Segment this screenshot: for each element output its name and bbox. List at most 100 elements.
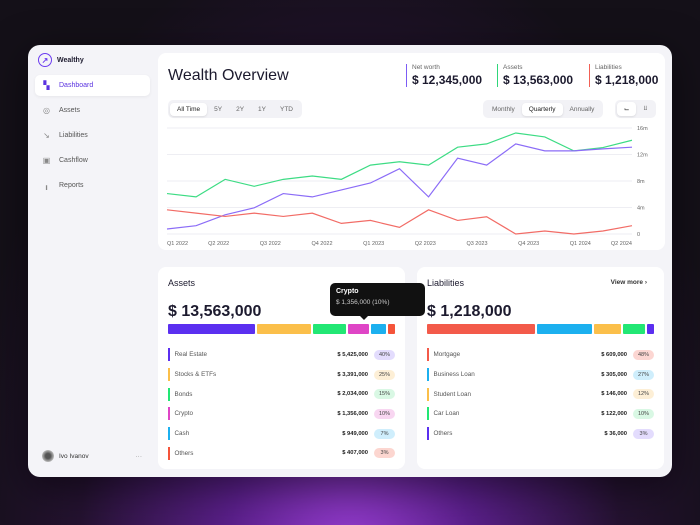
list-item-stocks-etfs[interactable]: Stocks & ETFs $ 3,391,000 25% bbox=[168, 365, 395, 385]
line-chart-icon[interactable]: ⌙ bbox=[617, 102, 637, 116]
range-2y[interactable]: 2Y bbox=[236, 105, 245, 113]
list-item-car-loan[interactable]: Car Loan $ 122,000 10% bbox=[427, 404, 654, 424]
item-label: Real Estate bbox=[174, 351, 208, 359]
bar-segment-bonds[interactable] bbox=[313, 324, 346, 334]
stat-assets: Assets $ 13,563,000 bbox=[497, 64, 573, 87]
item-amount: $ 122,000 bbox=[601, 410, 627, 417]
sidebar-item-label: Cashflow bbox=[59, 157, 88, 164]
item-label: Mortgage bbox=[433, 351, 461, 359]
x-tick-label: Q3 2023 bbox=[466, 241, 487, 247]
user-name: Ivo Ivanov bbox=[59, 452, 89, 460]
list-item-business-loan[interactable]: Business Loan $ 305,000 27% bbox=[427, 365, 654, 385]
logo[interactable]: ↗ Wealthy bbox=[38, 53, 84, 67]
bar-segment-others[interactable] bbox=[388, 324, 395, 334]
stat-net-worth: Net worth $ 12,345,000 bbox=[406, 64, 482, 87]
bar-segment-student-loan[interactable] bbox=[593, 324, 621, 334]
bar-segment-stocks-etfs[interactable] bbox=[256, 324, 312, 334]
x-tick-label: Q2 2024 bbox=[611, 241, 632, 247]
x-tick-label: Q4 2023 bbox=[518, 241, 539, 247]
stat-value: $ 1,218,000 bbox=[595, 73, 659, 87]
sidebar-item-liabilities[interactable]: ↘ Liabilities bbox=[35, 125, 150, 146]
user-profile[interactable]: Ivo Ivanov ··· bbox=[42, 450, 142, 462]
list-item-mortgage[interactable]: Mortgage $ 609,000 48% bbox=[427, 345, 654, 365]
color-marker bbox=[168, 368, 170, 382]
bar-segment-business-loan[interactable] bbox=[537, 324, 592, 334]
more-icon[interactable]: ··· bbox=[135, 452, 143, 460]
bar-segment-cash[interactable] bbox=[371, 324, 387, 334]
color-marker bbox=[427, 348, 429, 362]
bar-segment-others[interactable] bbox=[647, 324, 654, 334]
item-label: Stocks & ETFs bbox=[174, 371, 217, 379]
item-percent-badge: 3% bbox=[374, 448, 395, 459]
range-ytd[interactable]: YTD bbox=[279, 105, 293, 113]
assets-title: Assets bbox=[168, 278, 196, 288]
item-percent-badge: 7% bbox=[374, 428, 395, 439]
color-marker bbox=[168, 348, 170, 362]
period-monthly[interactable]: Monthly bbox=[492, 105, 515, 113]
crypto-tooltip: Crypto $ 1,356,000 (10%) bbox=[330, 283, 425, 320]
tooltip-title: Crypto bbox=[336, 288, 359, 295]
range-selector: All Time 5Y 2Y 1Y YTD bbox=[168, 100, 302, 118]
stat-label: Assets bbox=[503, 64, 523, 71]
globe-icon: ◎ bbox=[43, 106, 50, 115]
item-percent-badge: 12% bbox=[633, 389, 654, 400]
x-tick-label: Q2 2023 bbox=[415, 241, 436, 247]
series-line-assets[interactable] bbox=[166, 132, 633, 198]
color-marker bbox=[168, 407, 170, 421]
trend-up-icon: ↗ bbox=[38, 53, 52, 67]
period-selector: Monthly Quarterly Annually bbox=[483, 100, 604, 118]
sidebar-item-label: Dashboard bbox=[59, 82, 94, 89]
list-item-others[interactable]: Others $ 36,000 3% bbox=[427, 424, 654, 444]
x-tick-label: Q2 2022 bbox=[208, 241, 229, 247]
range-1y[interactable]: 1Y bbox=[258, 105, 266, 113]
range-all-time[interactable]: All Time bbox=[170, 102, 208, 116]
liabilities-breakdown-bar bbox=[427, 324, 654, 334]
bar-segment-crypto[interactable] bbox=[347, 324, 370, 334]
item-amount: $ 949,000 bbox=[342, 430, 368, 437]
color-marker bbox=[427, 387, 429, 401]
item-label: Crypto bbox=[174, 410, 194, 418]
item-amount: $ 305,000 bbox=[601, 371, 627, 378]
range-5y[interactable]: 5Y bbox=[214, 105, 223, 113]
dashboard-icon: ▚ bbox=[43, 81, 50, 90]
wealth-line-chart: 16m 12m 8m 4m 0 Q1 2022 Q2 2022 Q3 2022 Q4 2022 Q… bbox=[166, 126, 648, 247]
color-marker bbox=[168, 427, 170, 441]
avatar bbox=[42, 450, 54, 462]
y-tick-label: 12m bbox=[637, 153, 648, 159]
list-item-others[interactable]: Others $ 407,000 3% bbox=[168, 443, 395, 463]
bar-segment-mortgage[interactable] bbox=[427, 324, 536, 334]
sidebar-item-dashboard[interactable]: ▚ Dashboard bbox=[35, 75, 150, 96]
item-percent-badge: 15% bbox=[374, 389, 395, 400]
stat-label: Liabilities bbox=[595, 64, 622, 71]
bar-segment-car-loan[interactable] bbox=[622, 324, 646, 334]
liabilities-card: Liabilities View more › $ 1,218,000 Mort… bbox=[417, 267, 664, 469]
sidebar-item-assets[interactable]: ◎ Assets bbox=[35, 100, 150, 121]
series-line-liabilities[interactable] bbox=[166, 209, 633, 235]
list-item-cash[interactable]: Cash $ 949,000 7% bbox=[168, 424, 395, 444]
item-percent-badge: 10% bbox=[633, 408, 654, 419]
x-tick-label: Q1 2024 bbox=[570, 241, 591, 247]
page-title: Wealth Overview bbox=[168, 67, 289, 84]
list-item-bonds[interactable]: Bonds $ 2,034,000 15% bbox=[168, 384, 395, 404]
item-label: Car Loan bbox=[433, 410, 460, 418]
bar-segment-real-estate[interactable] bbox=[168, 324, 255, 334]
x-tick-label: Q4 2022 bbox=[311, 241, 332, 247]
sidebar-item-reports[interactable]: ╻ Reports bbox=[35, 175, 150, 196]
period-quarterly[interactable]: Quarterly bbox=[521, 102, 563, 116]
period-annually[interactable]: Annually bbox=[569, 105, 595, 113]
series-line-net_worth[interactable] bbox=[166, 143, 633, 230]
list-item-real-estate[interactable]: Real Estate $ 5,425,000 40% bbox=[168, 345, 395, 365]
y-tick-label: 4m bbox=[637, 206, 645, 212]
sidebar-item-cashflow[interactable]: ▣ Cashflow bbox=[35, 150, 150, 171]
list-item-crypto[interactable]: Crypto $ 1,356,000 10% bbox=[168, 404, 395, 424]
wealth-overview-card: Wealth Overview Net worth $ 12,345,000 Ass… bbox=[158, 53, 665, 250]
y-tick-label: 16m bbox=[637, 126, 648, 132]
item-amount: $ 2,034,000 bbox=[337, 391, 368, 398]
bar-chart-icon[interactable]: ⫫ bbox=[643, 105, 648, 112]
cashflow-icon: ▣ bbox=[42, 156, 51, 165]
list-item-student-loan[interactable]: Student Loan $ 146,000 12% bbox=[427, 384, 654, 404]
view-more-link[interactable]: View more › bbox=[610, 279, 647, 286]
assets-total: $ 13,563,000 bbox=[168, 303, 262, 320]
color-marker bbox=[168, 387, 170, 401]
item-percent-badge: 3% bbox=[633, 428, 654, 439]
